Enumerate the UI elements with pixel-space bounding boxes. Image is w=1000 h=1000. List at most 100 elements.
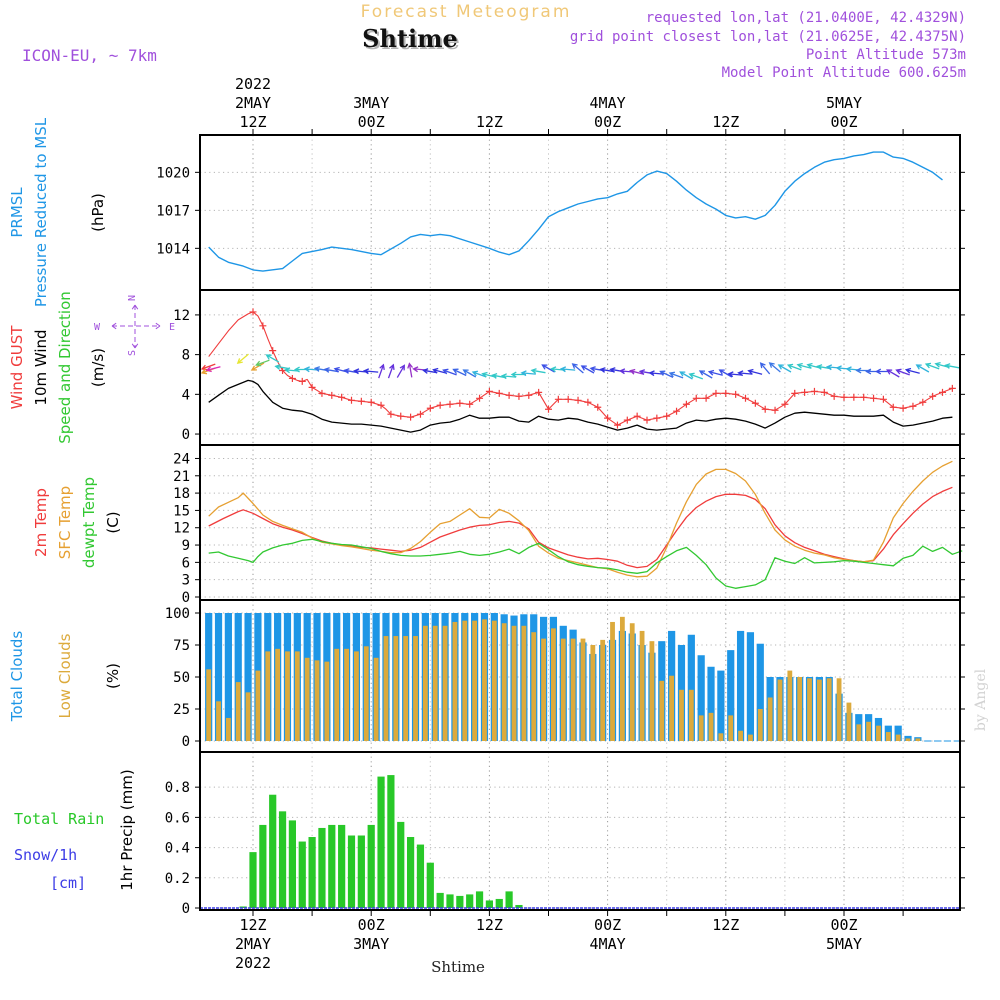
rain-bar <box>269 794 277 908</box>
gust-marker <box>564 395 572 403</box>
wind-direction-arrow <box>452 368 467 377</box>
total-cloud-bar <box>727 650 735 741</box>
rain-bar <box>278 811 287 908</box>
panel-axis-label: Total Clouds <box>8 631 26 723</box>
rain-bar <box>377 776 385 908</box>
watermark: by Angel <box>973 668 989 731</box>
low-cloud-bar <box>422 625 428 741</box>
bottom-time-label: 3MAY <box>353 935 389 953</box>
wind-direction-arrow <box>915 364 930 373</box>
wind-direction-arrow <box>559 366 576 373</box>
ytick-label: 8 <box>182 348 190 364</box>
low-cloud-bar <box>541 638 546 741</box>
wind-direction-arrow <box>944 363 960 369</box>
gust-marker <box>840 393 848 401</box>
wind-direction-arrow <box>530 368 546 374</box>
bottom-time-label: 12Z <box>712 916 739 934</box>
low-cloud-bar <box>816 679 822 741</box>
rain-bar <box>298 841 306 908</box>
requested-coords: requested lon,lat (21.0400E, 42.4329N) <box>646 10 966 26</box>
low-cloud-bar <box>767 697 773 741</box>
wind-direction-arrow <box>659 370 674 378</box>
low-cloud-bar <box>885 732 891 741</box>
low-cloud-bar <box>757 709 763 741</box>
total-cloud-bar <box>717 670 725 741</box>
wind-direction-arrow <box>759 362 771 375</box>
rain-bar <box>416 844 425 908</box>
rain-bar <box>318 827 326 908</box>
bottom-time-label: 12Z <box>239 916 266 934</box>
gust-marker <box>653 414 661 422</box>
wind-direction-arrow <box>777 364 792 373</box>
rain-bar <box>505 891 513 908</box>
gust-marker <box>722 389 730 397</box>
model-altitude: Model Point Altitude 600.625m <box>722 65 966 81</box>
gust-marker <box>889 403 897 411</box>
low-cloud-bar <box>521 625 527 741</box>
low-cloud-bar <box>511 625 517 741</box>
low-cloud-bar <box>570 638 576 741</box>
low-cloud-bar <box>344 648 349 741</box>
gridpoint-coords: grid point closest lon,lat (21.0625E, 42… <box>570 29 966 45</box>
low-cloud-bar <box>334 648 340 741</box>
wind-direction-arrow <box>541 364 555 373</box>
gust-marker <box>584 398 592 406</box>
low-cloud-bar <box>876 725 881 741</box>
panel-axis-label: Speed and Direction <box>56 291 74 444</box>
ytick-label: 18 <box>173 486 190 502</box>
low-cloud-bar <box>826 678 832 741</box>
compass-arrows <box>111 304 161 349</box>
gust-marker <box>781 400 789 408</box>
total-cloud-bar <box>234 613 242 741</box>
gust-marker <box>466 400 474 408</box>
gust-marker <box>712 389 720 397</box>
rain-bar <box>446 894 454 908</box>
panel-axis-label: (%) <box>104 663 122 689</box>
ytick-label: 100 <box>165 606 190 622</box>
panel-axis-label: PRMSL <box>8 187 26 238</box>
bottom-time-label: 2MAY <box>235 935 271 953</box>
top-time-label: 2022 <box>235 75 271 93</box>
gust-marker <box>357 397 365 405</box>
wind-direction-arrow <box>629 368 645 375</box>
wind-direction-arrow <box>462 369 477 378</box>
gust-marker <box>820 388 828 396</box>
wind-direction-arrow <box>668 371 684 379</box>
gust-marker <box>456 399 464 407</box>
low-cloud-bar <box>639 630 645 741</box>
gust-marker <box>318 389 326 397</box>
top-time-label: 12Z <box>712 113 739 131</box>
bottom-time-label: 4MAY <box>590 935 626 953</box>
wind-direction-arrow <box>924 362 940 370</box>
low-cloud-bar <box>629 623 635 741</box>
gust-marker <box>682 400 690 408</box>
top-time-label: 00Z <box>830 113 857 131</box>
gust-marker <box>328 391 336 399</box>
low-cloud-bar <box>472 620 478 741</box>
low-cloud-bar <box>905 738 911 741</box>
gust-marker <box>939 388 946 396</box>
low-cloud-bar <box>551 628 556 741</box>
top-time-label: 12Z <box>476 113 503 131</box>
gust-marker <box>830 392 838 400</box>
gust-marker <box>732 390 740 398</box>
ytick-label: 12 <box>173 308 190 324</box>
gust-marker <box>899 404 907 412</box>
gust-marker <box>810 387 818 395</box>
low-cloud-bar <box>728 715 734 741</box>
panel-axis-label: Wind GUST <box>8 325 26 410</box>
low-cloud-bar <box>373 657 379 741</box>
wind-direction-arrow <box>471 370 487 378</box>
low-cloud-bar <box>225 717 231 741</box>
low-cloud-bar <box>531 632 537 741</box>
low-cloud-bar <box>777 679 783 741</box>
low-cloud-bar <box>659 680 665 741</box>
low-cloud-bar <box>610 621 615 741</box>
total-cloud-bar <box>224 613 232 741</box>
panel-axis-label: (m/s) <box>89 348 107 387</box>
point-altitude: Point Altitude 573m <box>806 47 966 63</box>
gust-marker <box>249 308 257 316</box>
compass-north: N <box>127 295 138 301</box>
ytick-label: 0.8 <box>165 780 190 796</box>
